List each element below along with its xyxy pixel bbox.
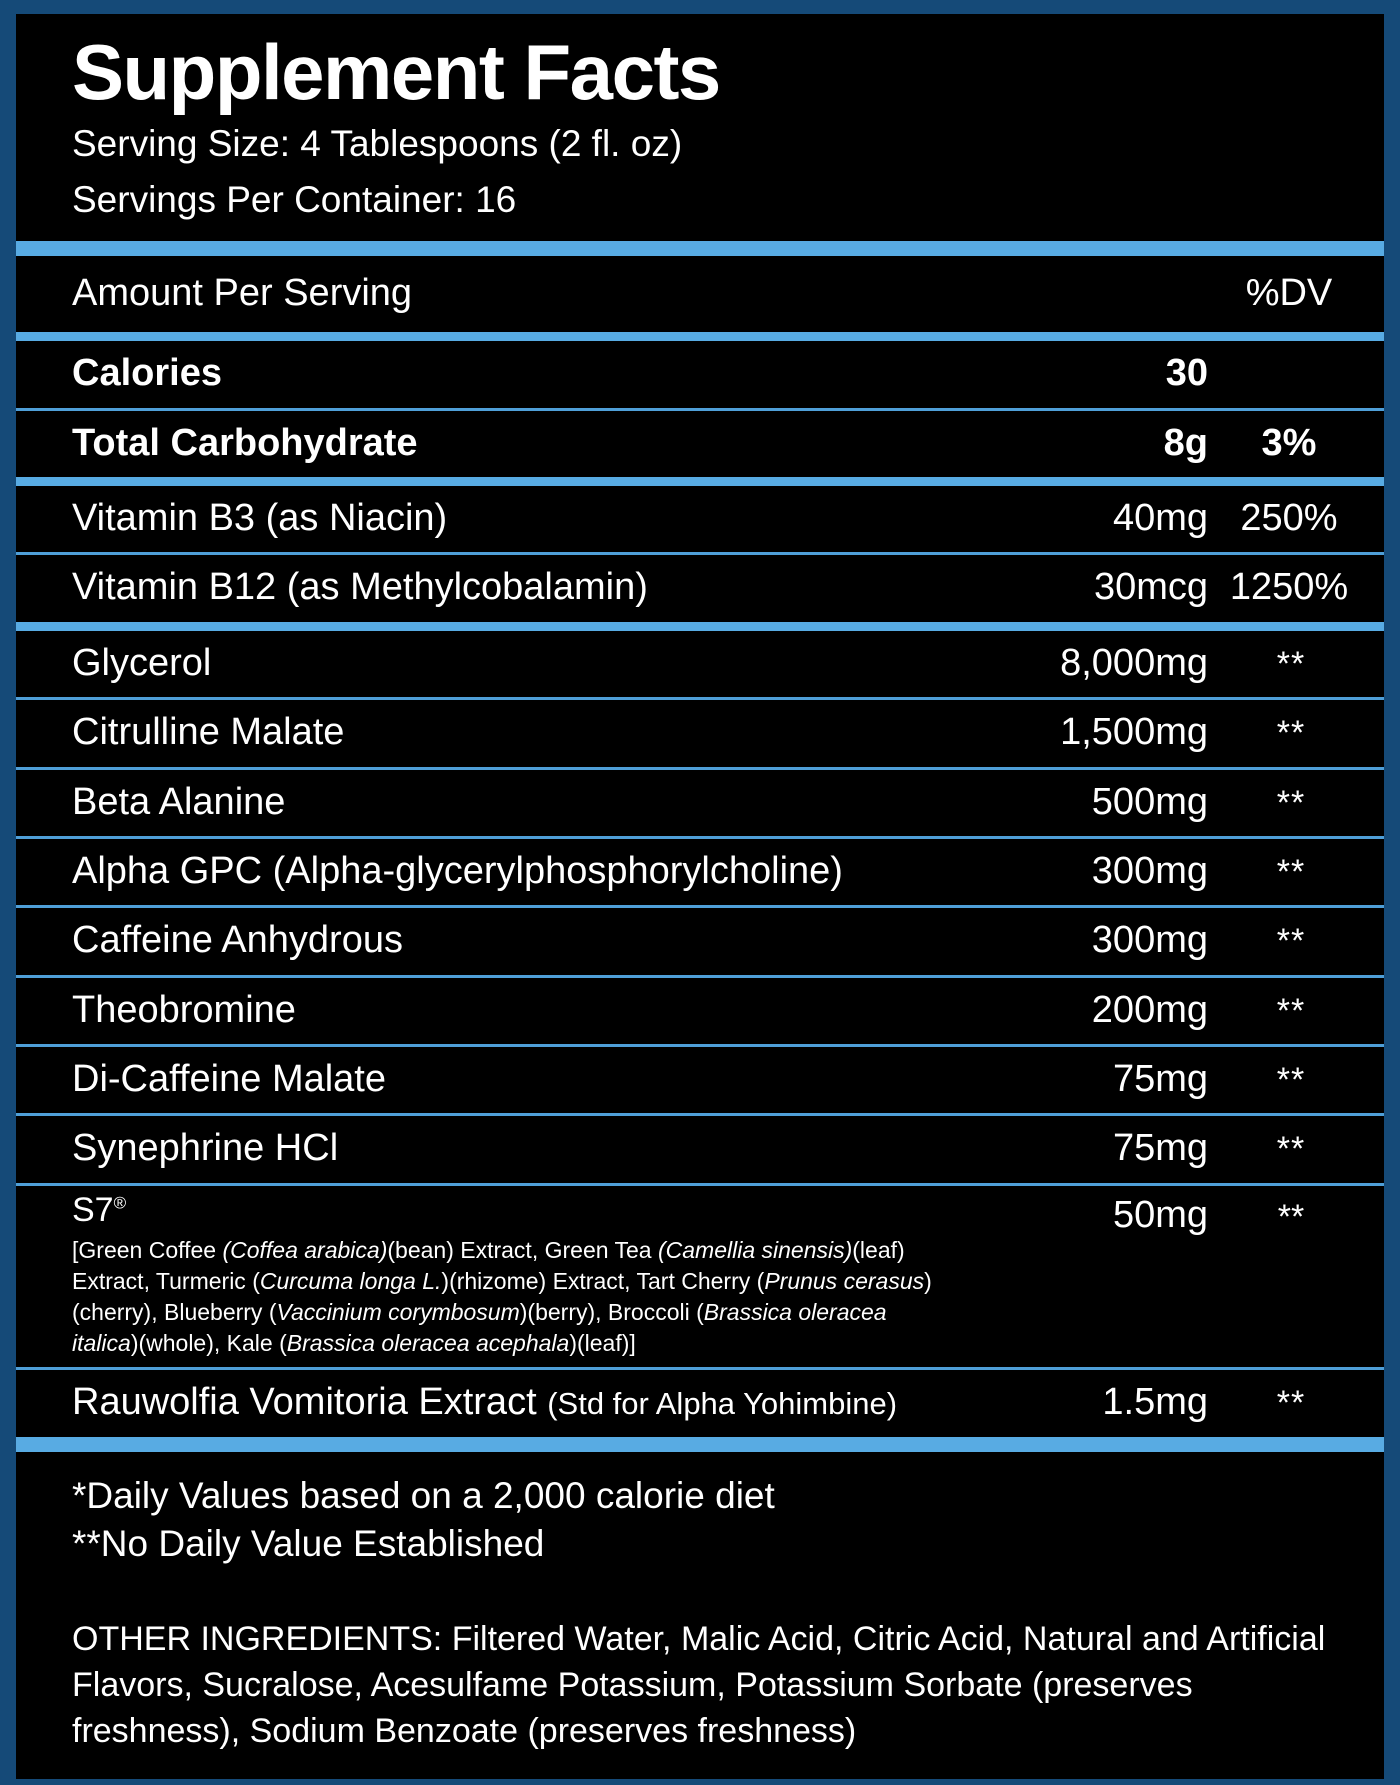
- supplement-facts-inner: Supplement Facts Serving Size: 4 Tablesp…: [16, 14, 1384, 1596]
- footnote-daily-values: *Daily Values based on a 2,000 calorie d…: [72, 1474, 775, 1516]
- s7-left-col: S7® [Green Coffee (Coffea arabica)(bean)…: [16, 1190, 956, 1360]
- footnotes-block: *Daily Values based on a 2,000 calorie d…: [16, 1451, 1384, 1596]
- nutrient-amount: 500mg: [1091, 780, 1208, 823]
- table-row: Vitamin B3 (as Niacin) 40mg 250%: [16, 486, 1384, 553]
- page-title: Supplement Facts: [72, 28, 721, 116]
- nutrient-amount: 300mg: [1091, 919, 1208, 962]
- nutrient-dv: **: [1276, 852, 1306, 891]
- dv-header: %DV: [1245, 271, 1333, 314]
- nutrient-name: Theobromine: [72, 988, 296, 1031]
- nutrient-name: Vitamin B3 (as Niacin): [72, 497, 448, 540]
- s7-name: S7®: [72, 1190, 946, 1229]
- nutrient-amount: 75mg: [1112, 1127, 1208, 1170]
- divider-thin-2: [16, 552, 1384, 556]
- nutrient-name: Rauwolfia Vomitoria Extract (Std for Alp…: [16, 1379, 956, 1425]
- nutrient-dv: **: [1276, 1384, 1306, 1423]
- divider-thin-4: [16, 766, 1384, 770]
- nutrient-amount: 1.5mg: [1102, 1381, 1208, 1424]
- divider-thin-5: [16, 835, 1384, 839]
- table-row: Total Carbohydrate 8g 3%: [16, 410, 1384, 478]
- table-row: Citrulline Malate 1,500mg **: [16, 700, 1384, 767]
- table-row-s7: S7® [Green Coffee (Coffea arabica)(bean)…: [16, 1185, 1384, 1368]
- other-ingredients-block: OTHER INGREDIENTS: Filtered Water, Malic…: [16, 1595, 1384, 1779]
- divider-thin-1: [16, 407, 1384, 411]
- amount-per-serving-header: Amount Per Serving: [72, 271, 413, 314]
- nutrient-dv: 3%: [1261, 421, 1317, 464]
- table-header-row: Amount Per Serving %DV: [16, 255, 1384, 333]
- nutrient-name: Total Carbohydrate: [72, 421, 418, 464]
- nutrient-amount: 8g: [1163, 421, 1208, 464]
- footnote-no-dv: **No Daily Value Established: [72, 1523, 545, 1565]
- table-row: Vitamin B12 (as Methylcobalamin) 30mcg 1…: [16, 555, 1384, 622]
- s7-description: [Green Coffee (Coffea arabica)(bean) Ext…: [72, 1237, 932, 1357]
- divider-med-2: [16, 477, 1384, 487]
- divider-med-3: [16, 621, 1384, 631]
- nutrient-amount: 8,000mg: [1060, 641, 1208, 684]
- divider-thin-10: [16, 1182, 1384, 1186]
- table-row: Theobromine 200mg **: [16, 977, 1384, 1044]
- nutrient-name: Calories: [72, 352, 222, 395]
- nutrient-dv: **: [1276, 1060, 1306, 1099]
- divider-thin-6: [16, 905, 1384, 909]
- divider-thin-8: [16, 1043, 1384, 1047]
- nutrient-dv: **: [1277, 1197, 1305, 1236]
- nutrient-name: Citrulline Malate: [72, 711, 345, 754]
- servings-per-container: Servings Per Container: 16: [72, 179, 517, 221]
- divider-thick-bottom: [16, 1436, 1384, 1452]
- nutrient-dv: **: [1276, 922, 1306, 961]
- nutrient-dv: **: [1276, 644, 1306, 683]
- nutrient-amount: 1,500mg: [1060, 711, 1208, 754]
- nutrient-name: Vitamin B12 (as Methylcobalamin): [72, 566, 648, 609]
- serving-size: Serving Size: 4 Tablespoons (2 fl. oz): [72, 123, 683, 165]
- nutrient-dv: **: [1276, 1130, 1306, 1169]
- s7-label: S7: [72, 1190, 114, 1229]
- nutrient-dv: **: [1276, 991, 1306, 1030]
- nutrient-amount: 30: [1165, 352, 1208, 395]
- divider-thin-7: [16, 974, 1384, 978]
- nutrient-dv: 250%: [1240, 497, 1338, 540]
- divider-thin-9: [16, 1113, 1384, 1117]
- table-row: Glycerol 8,000mg **: [16, 630, 1384, 698]
- label-header: Supplement Facts Serving Size: 4 Tablesp…: [16, 14, 1384, 241]
- nutrient-amount: 40mg: [1112, 497, 1208, 540]
- nutrient-name: Synephrine HCl: [72, 1127, 339, 1170]
- table-row: Calories 30: [16, 341, 1384, 408]
- nutrient-name: Beta Alanine: [72, 780, 286, 823]
- divider-thick-top: [16, 240, 1384, 256]
- rauwolfia-label: Rauwolfia Vomitoria Extract: [72, 1381, 537, 1424]
- table-row: Synephrine HCl 75mg **: [16, 1116, 1384, 1183]
- table-row: Rauwolfia Vomitoria Extract (Std for Alp…: [16, 1370, 1384, 1437]
- nutrient-dv: 1250%: [1229, 566, 1349, 609]
- nutrient-name: Di-Caffeine Malate: [72, 1057, 387, 1100]
- nutrient-dv: **: [1276, 783, 1306, 822]
- nutrient-amount: 50mg: [1112, 1193, 1208, 1236]
- divider-med-1: [16, 332, 1384, 342]
- nutrient-amount: 75mg: [1112, 1057, 1208, 1100]
- table-row: Caffeine Anhydrous 300mg **: [16, 908, 1384, 975]
- nutrient-amount: 200mg: [1091, 988, 1208, 1031]
- nutrient-name: Caffeine Anhydrous: [72, 919, 403, 962]
- divider-thin-11: [16, 1367, 1384, 1371]
- registered-trademark-icon: ®: [113, 1193, 127, 1213]
- rauwolfia-note: (Std for Alpha Yohimbine): [547, 1386, 898, 1422]
- table-row: Di-Caffeine Malate 75mg **: [16, 1046, 1384, 1114]
- nutrient-dv: **: [1276, 714, 1306, 753]
- table-row: Alpha GPC (Alpha-glycerylphosphorylcholi…: [16, 838, 1384, 906]
- nutrient-amount: 30mcg: [1093, 566, 1208, 609]
- other-ingredients-text: OTHER INGREDIENTS: Filtered Water, Malic…: [72, 1620, 1326, 1751]
- nutrient-amount: 300mg: [1091, 849, 1208, 892]
- nutrient-name: Glycerol: [72, 641, 212, 684]
- divider-thin-3: [16, 697, 1384, 701]
- nutrient-name: Alpha GPC (Alpha-glycerylphosphorylcholi…: [72, 849, 843, 892]
- table-row: Beta Alanine 500mg **: [16, 769, 1384, 836]
